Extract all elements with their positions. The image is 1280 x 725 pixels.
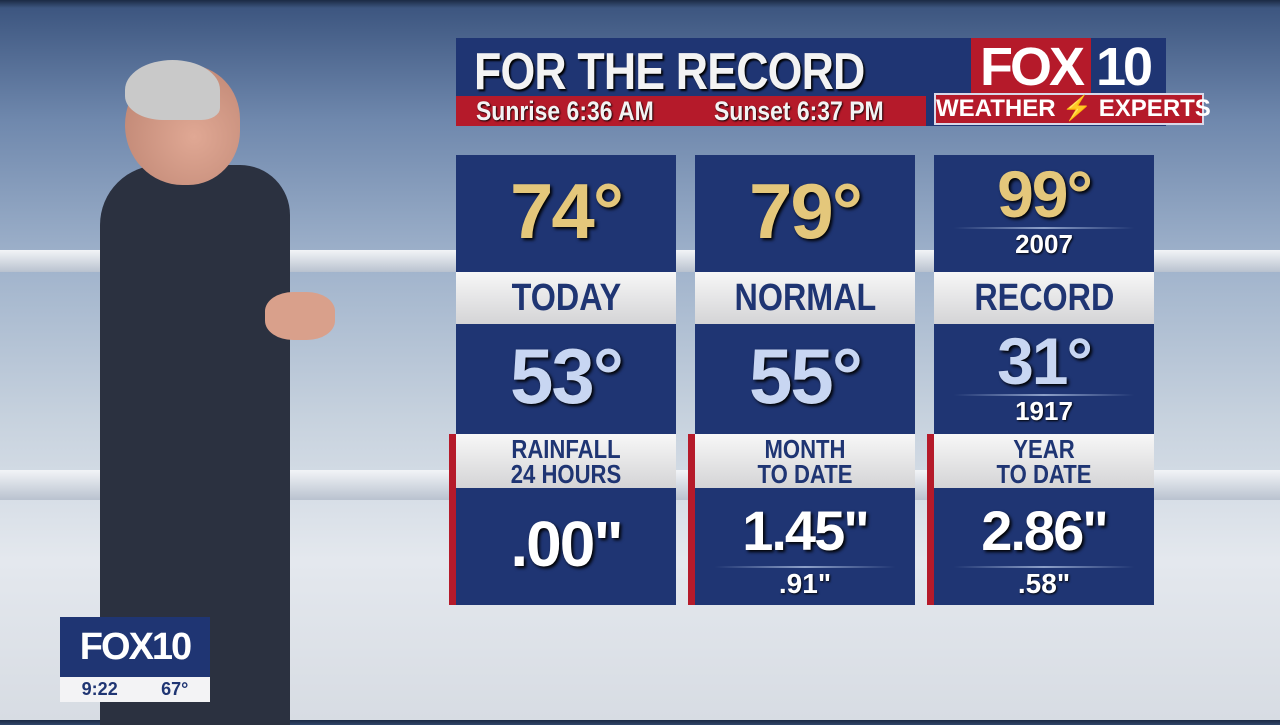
sunrise-time: Sunrise 6:36 AM [476, 96, 654, 126]
lightning-icon: ⚡ [1062, 95, 1093, 122]
rain-label-1: YEAR [1013, 434, 1075, 464]
rain-label-2: TO DATE [757, 459, 853, 489]
divider [715, 566, 895, 568]
graphic-title: FOR THE RECORD [474, 43, 865, 101]
rain-label-2: TO DATE [996, 459, 1092, 489]
rain-label-1: MONTH [764, 434, 846, 464]
sun-times-bar: Sunrise 6:36 AM Sunset 6:37 PM [456, 96, 926, 126]
high-temp: 74° [510, 167, 624, 255]
rain-normal: .58" [1017, 568, 1071, 599]
station-logo: FOX10 [60, 617, 210, 677]
tagline-right: EXPERTS [1098, 95, 1211, 122]
channel-number: 10 [1096, 37, 1153, 97]
sunset-time: Sunset 6:37 PM [714, 96, 884, 126]
low-temp: 53° [510, 332, 624, 420]
record-low-year: 1917 [1015, 396, 1073, 426]
fox-logo: FOX [971, 38, 1091, 96]
record-low-temp: 31° [997, 324, 1093, 398]
column-label: RECORD [974, 277, 1114, 319]
rain-label-2: 24 HOURS [510, 459, 622, 489]
rain-value: 1.45" [742, 499, 870, 562]
clock-time: 9:22 [81, 679, 118, 699]
accent-bar [688, 434, 695, 605]
accent-bar [927, 434, 934, 605]
tagline-left: WEATHER [936, 95, 1056, 122]
column-label: TODAY [511, 277, 621, 319]
low-temp: 55° [749, 332, 863, 420]
rain-value: 2.86" [981, 499, 1109, 562]
accent-bar [449, 434, 456, 605]
column-today: 74° TODAY 53° RAINFALL 24 HOURS .00" [449, 155, 676, 605]
record-high-temp: 99° [997, 157, 1093, 231]
column-normal: 79° NORMAL 55° MONTH TO DATE 1.45" .91" [688, 155, 915, 605]
divider [954, 566, 1134, 568]
rain-normal: .91" [778, 568, 832, 599]
station-bug: FOX10 9:22 67° [60, 617, 210, 702]
divider [954, 394, 1134, 396]
graphic-header: FOR THE RECORD Sunrise 6:36 AM Sunset 6:… [456, 38, 1166, 126]
column-record: 99° 2007 RECORD 31° 1917 YEAR TO DATE 2.8… [927, 155, 1154, 605]
record-high-year: 2007 [1015, 229, 1073, 259]
column-label: NORMAL [734, 277, 876, 319]
rain-label-1: RAINFALL [511, 434, 621, 464]
current-temp: 67° [161, 679, 189, 699]
rain-value: .00" [510, 508, 623, 580]
high-temp: 79° [749, 167, 863, 255]
weather-experts-badge: WEATHER ⚡ EXPERTS [934, 93, 1211, 125]
divider [954, 227, 1134, 229]
